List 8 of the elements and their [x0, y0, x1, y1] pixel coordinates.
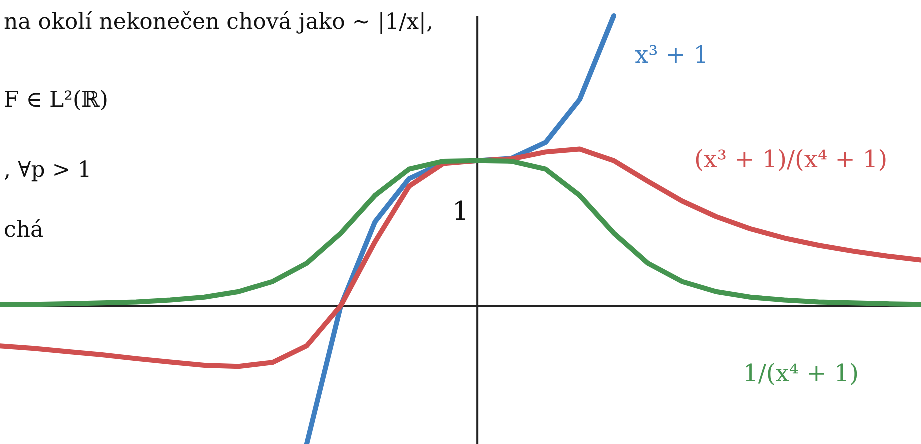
annotation: 1 [452, 197, 470, 227]
text: 1/(x⁴ + 1) [743, 360, 859, 388]
annotation: chá [4, 218, 44, 243]
annotation: na okolí nekonečen chová jako ∼ |1/x|, [4, 10, 434, 35]
series-label: x³ + 1 [635, 41, 709, 69]
annotation: , ∀p > 1 [4, 158, 92, 183]
series-label: (x³ + 1)/(x⁴ + 1) [694, 145, 888, 174]
annotation: F ∈ L²(ℝ) [4, 88, 108, 113]
